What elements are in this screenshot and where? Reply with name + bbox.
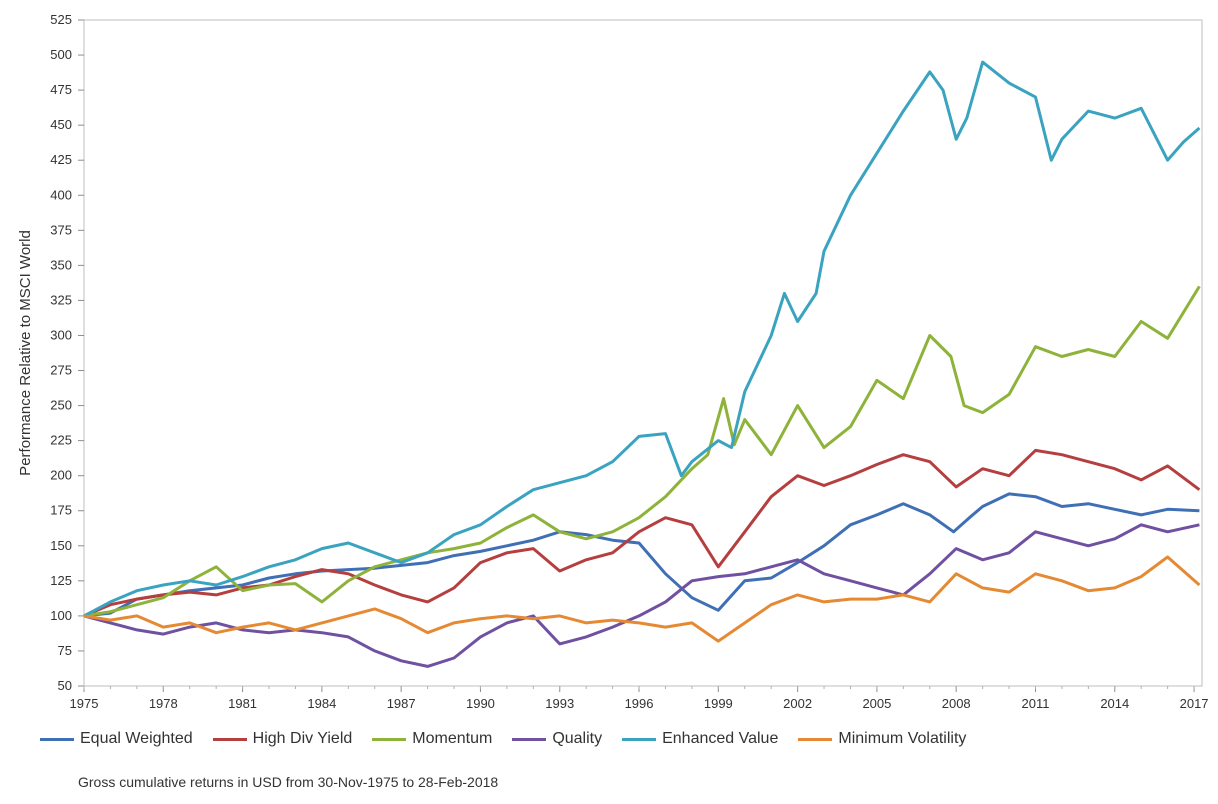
legend-item-quality: Quality bbox=[512, 730, 602, 748]
legend-swatch bbox=[622, 737, 657, 741]
series-line-equal-weighted bbox=[83, 492, 1200, 618]
y-tick-label: 425 bbox=[50, 152, 72, 167]
y-tick-label: 450 bbox=[50, 117, 72, 132]
legend-label: Momentum bbox=[412, 730, 493, 747]
legend-item-high-div-yield: High Div Yield bbox=[212, 730, 353, 748]
x-tick-label: 2005 bbox=[862, 696, 891, 711]
chart-legend: Equal Weighted High Div Yield Momentum Qual… bbox=[40, 726, 1210, 752]
y-tick-label: 275 bbox=[50, 363, 72, 378]
y-tick-label: 250 bbox=[50, 398, 72, 413]
y-tick-label: 150 bbox=[50, 538, 72, 553]
legend-label: Equal Weighted bbox=[80, 730, 193, 747]
y-tick-label: 400 bbox=[50, 187, 72, 202]
y-axis-label: Performance Relative to MSCI World bbox=[17, 230, 34, 476]
y-tick-label: 175 bbox=[50, 503, 72, 518]
x-tick-label: 1990 bbox=[466, 696, 495, 711]
legend-swatch bbox=[798, 737, 833, 741]
y-tick-label: 75 bbox=[58, 643, 72, 658]
y-tick-label: 225 bbox=[50, 433, 72, 448]
x-tick-label: 2014 bbox=[1100, 696, 1129, 711]
legend-label: Enhanced Value bbox=[662, 730, 779, 747]
plot-area bbox=[83, 19, 1203, 687]
x-tick-label: 1993 bbox=[545, 696, 574, 711]
legend-item-minimum-volatility: Minimum Volatility bbox=[798, 730, 966, 748]
y-tick-label: 475 bbox=[50, 82, 72, 97]
chart-series bbox=[83, 60, 1201, 668]
x-tick-label: 1975 bbox=[70, 696, 99, 711]
x-tick-label: 1987 bbox=[387, 696, 416, 711]
y-tick-label: 525 bbox=[50, 12, 72, 27]
series-line-quality bbox=[83, 523, 1200, 668]
x-tick-label: 1981 bbox=[228, 696, 257, 711]
x-tick-label: 1999 bbox=[704, 696, 733, 711]
legend-label: High Div Yield bbox=[252, 730, 353, 747]
y-tick-label: 325 bbox=[50, 292, 72, 307]
legend-swatch bbox=[212, 737, 247, 741]
legend-item-enhanced-value: Enhanced Value bbox=[622, 730, 778, 748]
legend-item-momentum: Momentum bbox=[372, 730, 492, 748]
chart-caption: Gross cumulative returns in USD from 30-… bbox=[78, 774, 499, 790]
y-tick-label: 375 bbox=[50, 222, 72, 237]
legend-item-equal-weighted: Equal Weighted bbox=[40, 730, 193, 748]
series-line-minimum-volatility bbox=[83, 555, 1201, 643]
legend-label: Minimum Volatility bbox=[838, 730, 967, 747]
legend-swatch bbox=[372, 737, 407, 741]
y-tick-label: 500 bbox=[50, 47, 72, 62]
series-line-enhanced-value bbox=[83, 60, 1201, 618]
x-tick-label: 1996 bbox=[625, 696, 654, 711]
y-tick-label: 200 bbox=[50, 468, 72, 483]
series-line-momentum bbox=[83, 285, 1201, 618]
legend-swatch bbox=[40, 737, 74, 741]
y-tick-label: 300 bbox=[50, 327, 72, 342]
y-tick-label: 100 bbox=[50, 608, 72, 623]
legend-swatch bbox=[512, 737, 547, 741]
y-tick-label: 350 bbox=[50, 257, 72, 272]
x-tick-label: 2017 bbox=[1180, 696, 1209, 711]
chart-axes: 50 75 100 125 150 175 200 225 250 275 300 325 350 375… bbox=[50, 12, 1208, 711]
x-tick-label: 1978 bbox=[149, 696, 178, 711]
y-tick-label: 50 bbox=[58, 678, 72, 693]
line-chart: 50 75 100 125 150 175 200 225 250 275 300 325 350 375… bbox=[17, 12, 1209, 711]
x-tick-label: 2008 bbox=[942, 696, 971, 711]
x-tick-label: 2002 bbox=[783, 696, 812, 711]
x-tick-label: 1984 bbox=[307, 696, 336, 711]
y-tick-label: 125 bbox=[50, 573, 72, 588]
x-tick-label: 2011 bbox=[1022, 696, 1050, 711]
legend-label: Quality bbox=[552, 730, 603, 747]
